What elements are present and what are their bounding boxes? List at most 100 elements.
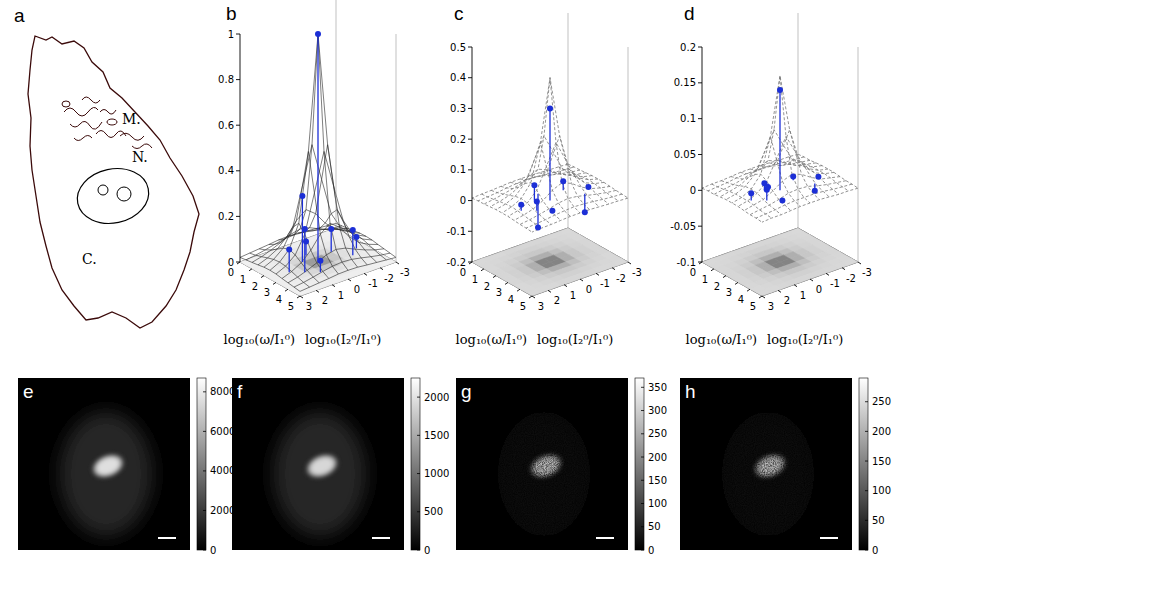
y-axis-title: log₁₀(I₂⁰/I₁⁰) [305,332,381,347]
mitochondrion [132,144,152,149]
cell-body [274,412,366,536]
surface-mesh-line [288,34,348,270]
data-point [779,198,785,204]
y-axis-title: log₁₀(I₂⁰/I₁⁰) [537,332,613,347]
image-content [274,412,366,536]
z-tick [468,169,472,170]
y-tick [332,285,335,287]
y-tick-label: -2 [846,273,856,284]
z-tick [468,108,472,109]
colorbar-tick-label: 6000 [210,426,235,437]
z-axis [472,47,473,262]
z-tick [236,79,240,80]
z-tick [698,82,702,83]
colorbar-tick-label: 1000 [424,468,449,479]
colorbar-tick [641,550,644,551]
image-background [18,378,190,550]
x-tick [529,296,532,298]
colorbar-tick [203,391,206,392]
data-point [748,190,754,196]
x-tick [481,269,484,271]
z-tick-label: 0 [228,257,234,268]
z-tick-label: 0.05 [674,149,696,160]
stem [289,249,290,272]
z-tick-label: -0.2 [446,257,466,268]
x-tick [469,262,472,264]
region-label: N. [132,149,148,165]
floor-shadow-cell [756,289,772,296]
colorbar-tick [417,511,420,512]
surface-mesh-line [568,164,628,198]
y-axis-title: log₁₀(I₂⁰/I₁⁰) [767,332,843,347]
z-tick [468,200,472,201]
y-tick [842,268,845,270]
stem [331,229,332,252]
x-tick [261,276,264,278]
mitochondrion [107,119,117,125]
colorbar-tick-label: 200 [648,452,667,463]
y-tick [580,279,583,281]
z-tick-label: 0.1 [450,164,466,175]
surface-mesh-line [300,257,396,291]
surface-mesh-line [472,164,568,198]
surface-mesh-line [779,160,839,194]
colorbar-tick-label: 250 [872,396,891,407]
box-edge [568,13,569,228]
image-content [60,412,152,536]
surface-mesh-line [269,223,329,278]
nucleus [88,449,128,482]
y-tick [348,279,351,281]
colorbar-tick [865,431,868,432]
mitochondrion [82,97,100,103]
colorbar-tick-label: 150 [648,475,667,486]
mitochondrion [96,131,126,138]
y-tick-label: 1 [338,290,344,301]
image-content [456,378,628,550]
surface-mesh-line [246,226,342,260]
stem [352,230,353,255]
x-tick-label: 0 [460,267,466,278]
x-tick [747,289,750,291]
nucleolus [98,185,108,195]
y-tick [532,296,535,298]
colorbar [411,378,420,550]
colorbar-tick [203,431,206,432]
scale-bar [158,537,176,539]
image-panel: 02000400060008000 [18,378,235,556]
floor-shadow-cell [294,289,310,296]
z-tick [468,47,472,48]
image-content [680,378,852,550]
x-tick-label: 4 [276,294,282,305]
figure: aM.N.C.00.20.40.60.810123453210-1-2-3log… [0,0,1158,603]
x-tick [297,296,300,298]
y-tick-label: -3 [632,267,642,278]
y-tick-label: 3 [306,301,312,312]
scale-bar [820,537,838,539]
cell-outline [28,36,199,328]
surface-mesh-line [740,136,800,206]
y-tick [628,262,631,264]
y-tick [612,268,615,270]
colorbar-tick [641,503,644,504]
y-tick-label: -1 [368,278,378,289]
region-label: C. [82,251,97,267]
surface-mesh-line [478,167,574,201]
z-tick-label: -0.1 [446,226,466,237]
surface-mesh-line [270,34,366,270]
y-tick-label: 3 [768,301,774,312]
data-point [328,226,334,232]
box-edge [798,13,799,228]
colorbar-tick-label: 300 [648,405,667,416]
colorbar-tick [641,387,644,388]
panel-letter: c [454,3,464,24]
surface-mesh-line [702,188,762,222]
box-edge [336,0,337,228]
x-tick-label: 5 [520,301,526,312]
surface-mesh-line [501,183,561,221]
noise [680,378,852,550]
floor [702,228,858,296]
surface-mesh-line [259,248,319,283]
data-point [549,208,555,214]
y-tick [762,296,765,298]
surface-mesh-line [756,184,852,218]
